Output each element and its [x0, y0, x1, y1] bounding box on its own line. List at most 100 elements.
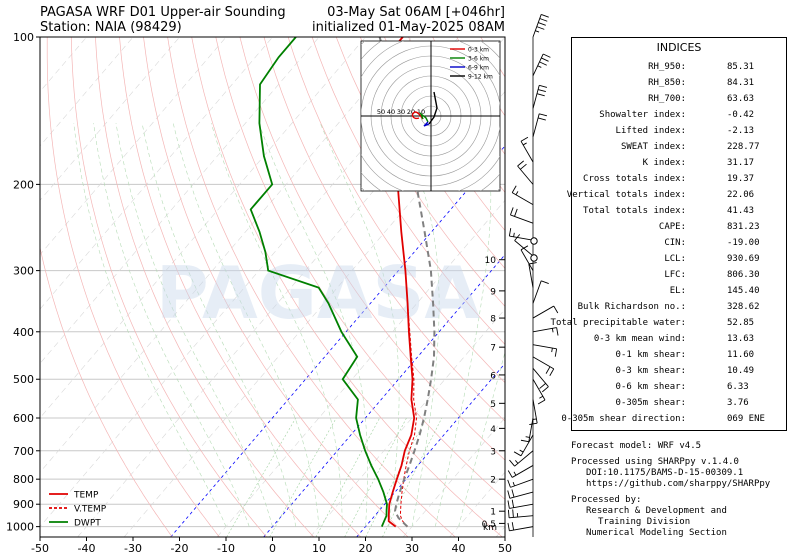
- wind-barb-flag: [515, 191, 519, 196]
- wind-barb-flag: [511, 522, 515, 531]
- doi-text: DOI:10.1175/BAMS-D-15-00309.1: [586, 468, 744, 478]
- y-tick-label: 300: [13, 265, 34, 278]
- calm-wind-marker: [530, 254, 538, 262]
- km-tick-label: 3: [490, 447, 496, 457]
- y-tick-label: 600: [13, 412, 34, 425]
- wind-barb-flag: [545, 366, 551, 374]
- wind-barb-flag: [520, 245, 529, 251]
- valid-time: 03-May Sat 06AM [+046hr] initialized 01-M…: [312, 5, 505, 35]
- wind-barb-flag: [510, 207, 514, 216]
- isotherm-line: [356, 362, 505, 537]
- x-tick-label: 40: [452, 542, 466, 555]
- chart-title: PAGASA WRF D01 Upper-air Sounding Station…: [40, 5, 286, 35]
- km-tick-label: 2: [490, 476, 496, 486]
- wind-barb: [520, 434, 534, 457]
- wind-barb: [520, 249, 534, 271]
- km-tick-label: 8: [490, 315, 496, 325]
- processed-using: Processed using SHARPpy v.1.4.0: [571, 457, 739, 467]
- wind-barb-flag: [536, 93, 545, 97]
- wind-barb: [532, 14, 542, 38]
- wind-barb: [532, 113, 540, 138]
- km-tick-label: 7: [490, 344, 496, 354]
- index-value: 41.43: [727, 206, 755, 216]
- wind-barb-flag: [512, 481, 515, 487]
- x-tick-label: 20: [359, 542, 373, 555]
- km-tick-label: 6: [490, 371, 496, 381]
- wind-barb: [532, 356, 555, 370]
- index-label: LFC:: [664, 270, 686, 280]
- wind-barb-flag: [528, 262, 537, 265]
- dry-adiabat: [70, 37, 267, 537]
- wind-barb-flag: [507, 509, 510, 518]
- x-tick-label: 50: [498, 542, 512, 555]
- index-value: 11.60: [727, 350, 755, 360]
- dry-adiabat: [239, 37, 505, 461]
- hodograph-ring-label: 30: [397, 108, 405, 116]
- legend-label: TEMP: [73, 491, 99, 501]
- wind-barb-flag: [541, 14, 549, 18]
- isotherm-line: [40, 37, 87, 92]
- index-value: -0.42: [727, 110, 755, 120]
- y-tick-label: 100: [13, 31, 34, 44]
- calm-wind-marker: [530, 237, 538, 245]
- hodograph-ring-label: 10: [417, 108, 425, 116]
- wind-barb-flag: [512, 509, 514, 518]
- mixing-ratio-line: [226, 417, 297, 537]
- wind-barb-flag: [536, 26, 545, 30]
- y-tick-label: 1000: [6, 521, 34, 534]
- wind-barb-flag: [511, 185, 517, 193]
- init-time-line: initialized 01-May-2025 08AM: [311, 20, 505, 35]
- y-tick-label: 800: [13, 473, 34, 486]
- dry-adiabat: [119, 37, 362, 537]
- hodograph-legend-label: 6-9 km: [468, 65, 489, 72]
- wind-barb-flag: [539, 395, 544, 399]
- wind-barb: [532, 305, 555, 319]
- x-tick-label: -50: [31, 542, 49, 555]
- index-value: 806.30: [727, 270, 760, 280]
- wind-barb: [510, 214, 534, 224]
- x-tick-label: -10: [217, 542, 235, 555]
- index-label: 0-3 km shear:: [615, 366, 686, 376]
- index-label: Total precipitable water:: [550, 318, 686, 328]
- wind-barb-flag: [554, 348, 558, 357]
- station-line: Station: NAIA (98429): [40, 20, 182, 35]
- dry-adiabat: [311, 37, 505, 345]
- wind-barb-flag: [520, 163, 527, 170]
- legend-label: DWPT: [74, 519, 101, 529]
- profile-dwpt: [249, 37, 388, 527]
- processed-by: Processed by:: [571, 495, 642, 505]
- index-value: 63.63: [727, 94, 755, 104]
- dry-adiabat: [335, 37, 505, 307]
- index-label: 0-6 km shear:: [615, 382, 686, 392]
- moist-adiabat: [172, 123, 320, 527]
- km-unit-label: km: [483, 523, 497, 533]
- index-value: 930.69: [727, 254, 760, 264]
- index-value: 6.33: [727, 382, 749, 392]
- isotherm-line: [263, 254, 505, 537]
- wind-barb-flag: [507, 500, 510, 509]
- org-line-3: Numerical Modeling Section: [586, 528, 727, 538]
- index-value: -2.13: [727, 126, 755, 136]
- index-value: 228.77: [727, 142, 760, 152]
- wind-barb: [532, 53, 544, 76]
- wind-barb-flag: [537, 399, 546, 405]
- moist-adiabat: [397, 123, 440, 527]
- index-value: 069 ENE: [727, 414, 765, 424]
- index-label: 0-1 km shear:: [615, 350, 686, 360]
- wind-barb-flag: [515, 460, 519, 464]
- index-label: LCL:: [664, 254, 686, 264]
- index-label: Bulk Richardson no.:: [577, 302, 686, 312]
- y-tick-label: 200: [13, 178, 34, 191]
- wind-barb-flag: [539, 383, 546, 389]
- index-value: 3.76: [727, 398, 749, 408]
- km-tick-label: 4: [490, 425, 496, 435]
- moist-adiabat: [458, 350, 505, 527]
- isotherm-line: [40, 37, 41, 38]
- hodograph-trace-0-3km: [411, 111, 424, 120]
- hodograph-legend-label: 0-3 km: [468, 47, 489, 54]
- index-value: 84.31: [727, 78, 755, 88]
- x-tick-label: 0: [269, 542, 276, 555]
- wind-barb: [528, 263, 534, 288]
- wind-barb-flag: [542, 53, 551, 58]
- wind-barb: [509, 235, 534, 241]
